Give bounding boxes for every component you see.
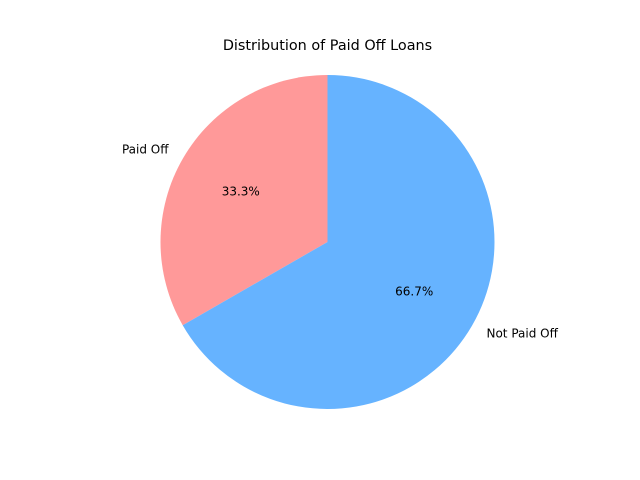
- pie-slices: [160, 74, 495, 409]
- chart-title: Distribution of Paid Off Loans: [223, 38, 432, 54]
- slice-label: Not Paid Off: [486, 327, 558, 341]
- pie-labels: Paid Off 33.3% Not Paid Off 66.7%: [122, 142, 559, 340]
- slice-percent-label: 33.3%: [222, 184, 260, 198]
- slice-percent-label: 66.7%: [395, 285, 433, 299]
- slice-label: Paid Off: [122, 142, 169, 156]
- pie-slice-paid-off: [160, 75, 328, 326]
- pie-slice-not-paid-off: [182, 74, 495, 409]
